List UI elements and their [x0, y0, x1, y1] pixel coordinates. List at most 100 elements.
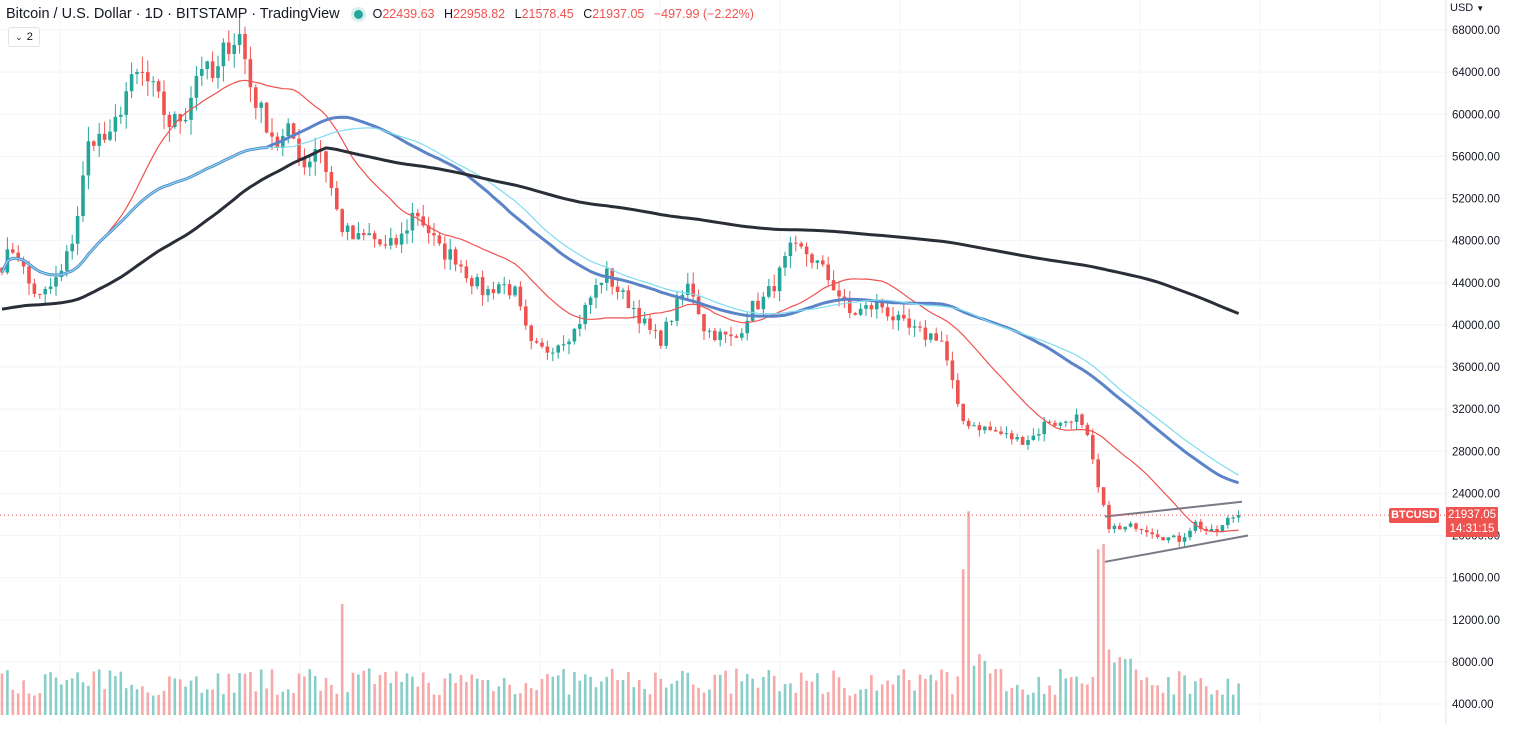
volume-bar — [1032, 692, 1035, 715]
volume-bar — [362, 670, 366, 715]
volume-bar — [794, 692, 798, 715]
volume-bar — [621, 680, 625, 715]
volume-bar — [1204, 686, 1208, 715]
candle-body — [232, 44, 236, 54]
volume-bar — [1156, 685, 1159, 715]
candle-body — [734, 336, 739, 338]
candle-body — [1215, 529, 1219, 532]
volume-bar — [675, 680, 679, 715]
candle-body — [1177, 535, 1181, 542]
candle-body — [470, 278, 474, 287]
price-scale-label: 64000.00 — [1452, 67, 1500, 79]
candle-body — [1037, 434, 1041, 436]
volume-bar — [745, 673, 749, 715]
volume-bar — [643, 688, 646, 715]
candle-body — [983, 426, 987, 431]
volume-bar — [718, 674, 722, 715]
candle-body — [464, 266, 469, 279]
volume-bar — [470, 674, 474, 715]
trendline — [1104, 534, 1249, 563]
volume-bar — [141, 686, 144, 715]
candle-body — [804, 246, 809, 255]
volume-bar — [735, 668, 738, 715]
candle-body — [988, 426, 992, 431]
volume-bar — [92, 671, 96, 715]
candle-body — [313, 149, 317, 162]
moving-average-line — [1, 79, 1239, 533]
candle-body — [842, 296, 847, 299]
candle-body — [65, 251, 69, 271]
candle-body — [1047, 421, 1052, 423]
candle-body — [837, 290, 841, 297]
candle-body — [680, 295, 685, 299]
indicators-collapse-button[interactable]: ⌄ 2 — [8, 27, 40, 47]
volume-bar — [330, 684, 333, 715]
symbol-title[interactable]: Bitcoin / U.S. Dollar · 1D · BITSTAMP · … — [6, 6, 340, 22]
candle-body — [264, 102, 269, 133]
candle-body — [75, 216, 80, 244]
trendline — [1104, 500, 1243, 518]
candle-body — [821, 260, 825, 265]
volume-bar — [837, 677, 841, 715]
chevron-down-icon: ▼ — [1476, 3, 1485, 13]
candle-body — [626, 290, 631, 309]
volume-bar — [1075, 676, 1078, 715]
candle-body — [718, 331, 722, 341]
candle-body — [227, 42, 231, 54]
price-scale[interactable]: 68000.00 64000.00 60000.00 56000.00 52000.00… — [1445, 0, 1500, 724]
volume-bar — [902, 669, 906, 715]
volume-bar — [135, 689, 139, 715]
candle-body — [1074, 414, 1079, 422]
volume-bar — [243, 673, 247, 715]
volume-bar — [913, 690, 916, 715]
market-status-icon[interactable] — [353, 9, 363, 19]
volume-bar — [767, 670, 771, 715]
volume-bar — [384, 672, 387, 715]
candle-body — [21, 259, 26, 267]
candle-body — [410, 212, 415, 231]
candle-body — [653, 329, 658, 331]
volume-bar — [556, 675, 560, 715]
candle-body — [389, 238, 393, 246]
volume-bar — [1210, 694, 1213, 715]
candle-body — [270, 132, 274, 137]
symbol-price-tag: BTCUSD — [1389, 508, 1439, 523]
volume-bar — [843, 688, 846, 715]
volume-bar — [670, 683, 673, 715]
candle-body — [513, 286, 517, 296]
candle-body — [367, 233, 371, 236]
candle-body — [1026, 440, 1030, 445]
volume-bar — [6, 670, 9, 715]
volume-bar — [880, 684, 884, 715]
volume-bar — [729, 693, 733, 715]
candle-body — [1010, 433, 1014, 440]
volume-bar — [227, 673, 231, 715]
candle-body — [27, 266, 31, 284]
currency-selector[interactable]: USD ▼ — [1450, 2, 1484, 14]
candle-body — [1161, 537, 1165, 541]
volume-bar — [870, 675, 873, 715]
candle-body — [729, 334, 733, 337]
candle-body — [302, 159, 307, 168]
volume-bar — [702, 692, 706, 715]
candle-body — [745, 320, 749, 334]
symbol-legend[interactable]: Bitcoin / U.S. Dollar · 1D · BITSTAMP · … — [6, 4, 760, 24]
volume-bar — [157, 694, 160, 715]
candle-body — [243, 34, 247, 60]
volume-bar — [832, 670, 835, 715]
trendlines[interactable] — [1104, 500, 1249, 563]
candle-body — [858, 308, 863, 315]
volume-bar — [22, 680, 25, 715]
volume-bar — [659, 678, 663, 715]
price-scale-label: 32000.00 — [1452, 404, 1500, 416]
candle-body — [54, 277, 58, 287]
volume-bar — [654, 672, 657, 715]
candle-body — [416, 212, 420, 217]
candle-body — [788, 242, 793, 257]
candle-body — [405, 230, 409, 234]
candle-body — [675, 298, 679, 321]
candle-body — [545, 346, 550, 353]
volume-bar — [0, 673, 4, 715]
